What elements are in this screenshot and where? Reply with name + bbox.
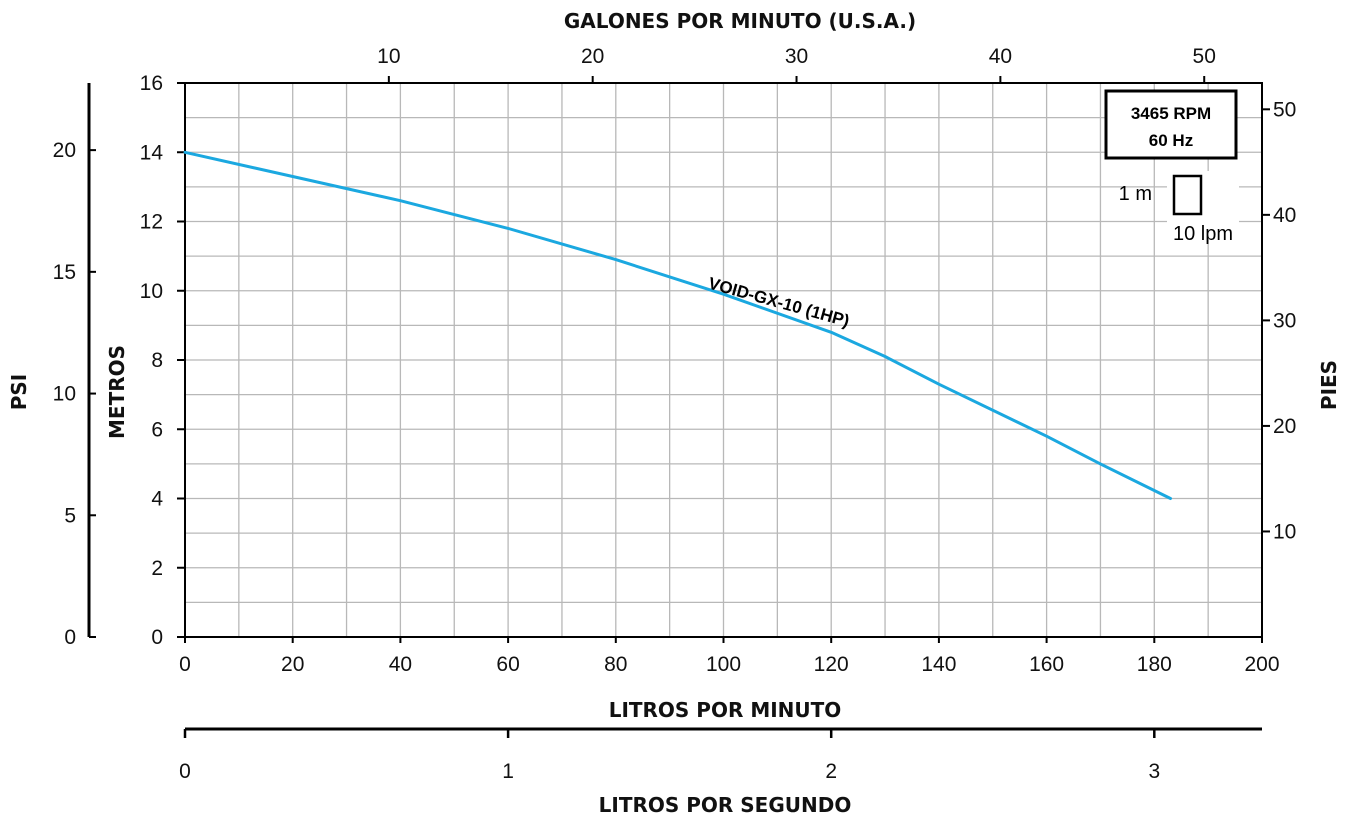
x-tick-label: 0 bbox=[179, 653, 191, 676]
speed-hz: 60 Hz bbox=[1149, 131, 1193, 150]
y-tick-label: 12 bbox=[140, 211, 163, 234]
scale-legend-vertical: 1 m bbox=[1119, 183, 1152, 205]
right-tick-label: 20 bbox=[1273, 415, 1296, 438]
x-axis-title: LITROS POR MINUTO bbox=[609, 698, 842, 722]
scale-legend-horizontal: 10 lpm bbox=[1173, 223, 1233, 245]
right-tick-label: 30 bbox=[1273, 309, 1296, 332]
psi-tick-label: 0 bbox=[64, 626, 76, 649]
scale-legend: 1 m 10 lpm bbox=[1119, 171, 1239, 245]
series-line bbox=[183, 150, 1172, 500]
psi-tick-label: 15 bbox=[53, 261, 76, 284]
x-tick-label: 80 bbox=[604, 653, 627, 676]
top-tick-label: 40 bbox=[989, 45, 1012, 68]
lps-tick-label: 0 bbox=[179, 760, 191, 783]
lps-tick-label: 3 bbox=[1148, 760, 1160, 783]
y-tick-label: 2 bbox=[151, 557, 163, 580]
top-tick-label: 20 bbox=[581, 45, 604, 68]
x-tick-label: 200 bbox=[1244, 653, 1279, 676]
right-tick-label: 40 bbox=[1273, 204, 1296, 227]
x-tick-label: 160 bbox=[1029, 653, 1064, 676]
y-tick-label: 10 bbox=[140, 280, 163, 303]
x-tick-label: 140 bbox=[921, 653, 956, 676]
psi-tick-label: 5 bbox=[64, 504, 76, 527]
psi-tick-label: 10 bbox=[53, 383, 76, 406]
x-tick-label: 60 bbox=[496, 653, 519, 676]
right-axis-title: PIES bbox=[1317, 360, 1341, 410]
y-tick-label: 14 bbox=[140, 141, 164, 164]
x-tick-label: 180 bbox=[1137, 653, 1172, 676]
plot-grid bbox=[185, 83, 1262, 637]
right-tick-label: 10 bbox=[1273, 520, 1296, 543]
x-tick-label: 120 bbox=[814, 653, 849, 676]
psi-tick-label: 20 bbox=[53, 139, 76, 162]
y-tick-label: 16 bbox=[140, 72, 163, 95]
psi-axis-title: PSI bbox=[7, 374, 31, 411]
x-tick-label: 100 bbox=[706, 653, 741, 676]
y-axis-title: METROS bbox=[105, 345, 129, 439]
y-tick-label: 0 bbox=[151, 626, 163, 649]
y-tick-label: 6 bbox=[151, 418, 163, 441]
lps-tick-label: 2 bbox=[825, 760, 837, 783]
top-tick-label: 10 bbox=[377, 45, 400, 68]
x-tick-label: 40 bbox=[389, 653, 412, 676]
bottom2-axis-title: LITROS POR SEGUNDO bbox=[599, 793, 852, 816]
right-tick-label: 50 bbox=[1273, 98, 1296, 121]
scale-legend-square bbox=[1172, 174, 1203, 216]
top-axis-title: GALONES POR MINUTO (U.S.A.) bbox=[564, 9, 916, 33]
lps-tick-label: 1 bbox=[502, 760, 514, 783]
series-label: VOID-GX-10 (1HP) bbox=[706, 274, 851, 331]
top-tick-label: 30 bbox=[785, 45, 808, 68]
x-tick-label: 20 bbox=[281, 653, 304, 676]
chart-marks: 0 20 40 60 80 100 120 140 160 180 2000246810121416… bbox=[53, 45, 1297, 783]
top-tick-label: 50 bbox=[1193, 45, 1216, 68]
speed-box: 3465 RPM 60 Hz bbox=[1104, 89, 1238, 160]
y-tick-label: 8 bbox=[151, 349, 163, 372]
y-tick-label: 4 bbox=[151, 488, 163, 511]
speed-rpm: 3465 RPM bbox=[1131, 104, 1211, 123]
